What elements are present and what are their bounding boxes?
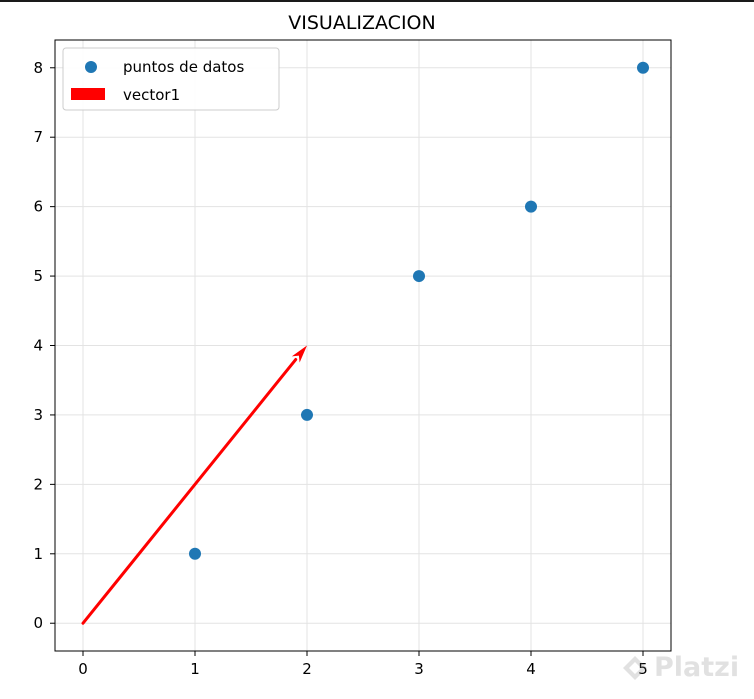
grid-lines xyxy=(55,40,671,651)
y-tick-label: 8 xyxy=(33,59,43,77)
legend: puntos de datos vector1 xyxy=(62,47,280,111)
watermark-text: Platzi xyxy=(654,652,740,683)
y-tick-label: 4 xyxy=(33,337,43,355)
data-point xyxy=(301,408,313,421)
x-tick-label: 1 xyxy=(190,660,200,678)
x-tick-label: 4 xyxy=(526,660,536,678)
vector-arrowhead xyxy=(291,345,307,363)
data-point xyxy=(413,270,425,283)
y-tick-label: 2 xyxy=(33,475,43,493)
x-tick-label: 5 xyxy=(638,660,648,678)
data-point xyxy=(637,61,649,74)
legend-marker-puntos xyxy=(85,61,97,73)
legend-box xyxy=(62,47,280,111)
chart-title: VISUALIZACION xyxy=(288,12,435,34)
y-tick-label: 3 xyxy=(33,406,43,424)
top-border xyxy=(0,0,754,2)
y-tick-label: 1 xyxy=(33,545,43,563)
legend-label-vector1: vector1 xyxy=(123,86,180,104)
legend-marker-vector1 xyxy=(71,88,105,100)
platzi-watermark: Platzi xyxy=(622,652,739,683)
data-point xyxy=(189,547,201,560)
y-tick-label: 6 xyxy=(33,198,43,216)
platzi-logo-icon xyxy=(623,655,647,680)
vector-layer xyxy=(81,345,307,625)
data-point xyxy=(525,200,537,213)
vector-shaft xyxy=(81,358,298,625)
y-tick-label: 0 xyxy=(33,614,43,632)
y-tick-label: 5 xyxy=(33,267,43,285)
x-axis-ticks: 0 1 2 3 4 5 xyxy=(78,651,648,678)
x-tick-label: 2 xyxy=(302,660,312,678)
plot-frame xyxy=(54,39,672,652)
y-axis-ticks: 0 1 2 3 4 5 6 7 8 xyxy=(33,59,55,632)
y-tick-label: 7 xyxy=(33,128,43,146)
x-tick-label: 0 xyxy=(78,660,88,678)
legend-label-puntos: puntos de datos xyxy=(123,58,244,76)
x-tick-label: 3 xyxy=(414,660,424,678)
data-points xyxy=(189,61,649,560)
